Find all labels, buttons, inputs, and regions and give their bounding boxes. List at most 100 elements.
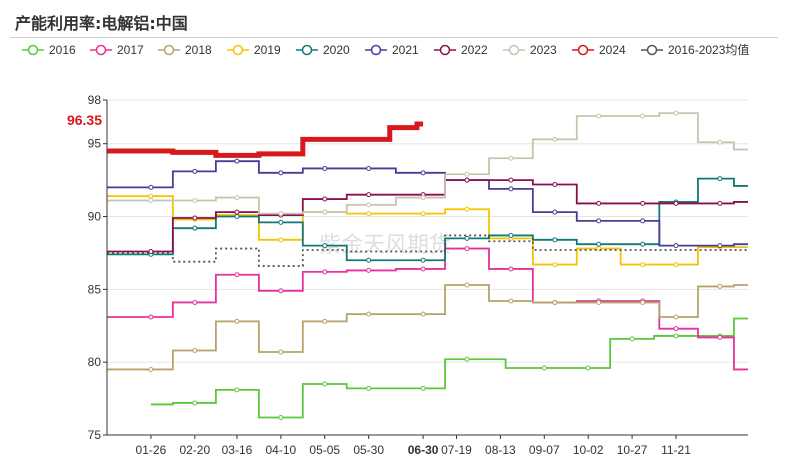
data-point-2018-9 bbox=[508, 298, 514, 304]
legend-marker-2016-2023 bbox=[646, 44, 658, 56]
data-point-2021-14 bbox=[717, 243, 723, 249]
x-tick-label-05-05: 05-05 bbox=[309, 443, 340, 457]
data-point-2023-5 bbox=[322, 209, 328, 215]
legend-label-2016: 2016 bbox=[49, 43, 76, 57]
legend-label-2021: 2021 bbox=[392, 43, 419, 57]
data-point-2021-12 bbox=[640, 218, 646, 224]
data-point-2017-7 bbox=[420, 266, 426, 272]
x-tick-label-10-02: 10-02 bbox=[573, 443, 604, 457]
x-tick-label-07-19: 07-19 bbox=[441, 443, 472, 457]
x-tick-label-11-21: 11-21 bbox=[661, 443, 691, 457]
data-point-2017-13 bbox=[673, 326, 679, 332]
data-point-2018-12 bbox=[640, 299, 646, 305]
data-point-2019-12 bbox=[640, 262, 646, 268]
data-point-2019-10 bbox=[552, 262, 558, 268]
data-point-2018-5 bbox=[322, 318, 328, 324]
legend-marker-2023 bbox=[508, 44, 520, 56]
data-point-2021-10 bbox=[552, 209, 558, 215]
legend-label-2018: 2018 bbox=[185, 43, 212, 57]
legend-marker-2019 bbox=[232, 44, 244, 56]
data-point-2023-2 bbox=[192, 198, 198, 203]
series-line-2018 bbox=[107, 284, 748, 371]
data-point-2023-8 bbox=[464, 171, 470, 177]
data-point-2022-13 bbox=[673, 200, 679, 206]
last-value-box bbox=[56, 110, 104, 130]
x-tick-label-09-07: 09-07 bbox=[529, 443, 560, 457]
data-point-2023-11 bbox=[596, 113, 602, 119]
x-tick-label-10-27: 10-27 bbox=[617, 443, 648, 457]
series-line-2024 bbox=[107, 121, 424, 158]
last-value-callout: 96.35 bbox=[56, 110, 104, 130]
data-point-2018-3 bbox=[234, 318, 240, 324]
data-point-2020-10 bbox=[552, 237, 558, 243]
data-point-2017-14 bbox=[717, 334, 723, 340]
series-line-2023 bbox=[107, 112, 748, 215]
data-point-2020-6 bbox=[366, 257, 372, 263]
legend-marker-2022 bbox=[439, 44, 451, 56]
y-tick-label-85: 85 bbox=[88, 282, 102, 296]
data-point-2023-3 bbox=[234, 195, 240, 201]
data-point-2023-1 bbox=[148, 198, 154, 203]
data-point-2022-14 bbox=[717, 200, 723, 206]
legend-label-2016-2023: 2016-2023均值 bbox=[668, 42, 749, 57]
data-point-2018-8 bbox=[464, 282, 470, 288]
data-point-2016-2 bbox=[234, 387, 240, 393]
legend-label-2017: 2017 bbox=[117, 43, 144, 57]
legend-label-2019: 2019 bbox=[254, 43, 281, 57]
data-point-2022-6 bbox=[366, 192, 372, 198]
data-point-2017-2 bbox=[192, 299, 198, 305]
legend-marker-2016 bbox=[27, 44, 39, 56]
title-divider bbox=[10, 37, 778, 38]
data-point-2018-4 bbox=[278, 349, 284, 355]
data-point-2020-14 bbox=[717, 176, 723, 182]
grid-lines bbox=[107, 99, 748, 363]
data-point-2017-8 bbox=[464, 246, 470, 252]
data-point-2020-11 bbox=[596, 241, 602, 247]
x-tick-label-06-30: 06-30 bbox=[408, 443, 439, 457]
y-tick-label-80: 80 bbox=[88, 355, 102, 369]
data-point-2022-11 bbox=[596, 200, 602, 206]
data-point-2016-5 bbox=[366, 385, 372, 391]
data-point-2016-3 bbox=[278, 415, 284, 421]
legend-marker-2021 bbox=[370, 44, 382, 56]
axes bbox=[106, 100, 748, 436]
data-point-2016-9 bbox=[585, 365, 591, 371]
x-tick-label-08-13: 08-13 bbox=[485, 443, 516, 457]
data-point-2016-10 bbox=[629, 336, 635, 342]
data-point-2021-1 bbox=[148, 184, 154, 190]
data-point-2017-1 bbox=[148, 314, 154, 320]
data-point-2017-3 bbox=[234, 272, 240, 278]
legend-label-2020: 2020 bbox=[323, 43, 350, 57]
data-point-2020-3 bbox=[234, 214, 240, 220]
data-point-2020-12 bbox=[640, 241, 646, 247]
data-point-2016-6 bbox=[420, 385, 426, 391]
data-point-2022-10 bbox=[552, 181, 558, 187]
series-line-2016-2023 bbox=[107, 234, 748, 267]
data-point-2018-14 bbox=[717, 283, 723, 289]
data-point-2021-11 bbox=[596, 218, 602, 224]
data-point-2018-7 bbox=[420, 311, 426, 317]
data-point-2019-7 bbox=[420, 211, 426, 217]
data-point-2023-13 bbox=[673, 110, 679, 116]
data-point-2016-1 bbox=[192, 400, 198, 406]
data-point-2020-7 bbox=[420, 257, 426, 263]
y-axis-ticks: 75 80 85 90 95 98 bbox=[88, 93, 107, 442]
data-point-2020-2 bbox=[192, 225, 198, 231]
data-point-2023-9 bbox=[508, 155, 514, 161]
data-point-2021-7 bbox=[420, 170, 426, 176]
data-point-2019-13 bbox=[673, 262, 679, 268]
data-point-2017-5 bbox=[322, 269, 328, 275]
legend-marker-2017 bbox=[95, 44, 107, 56]
data-point-2020-5 bbox=[322, 243, 328, 249]
x-tick-label-03-16: 03-16 bbox=[222, 443, 253, 457]
data-point-2023-4 bbox=[278, 211, 284, 217]
data-point-2019-8 bbox=[464, 206, 470, 212]
legend: 2016 2017 2018 2019 2020 2021 2022 2023 2024 2016… bbox=[22, 42, 749, 57]
x-tick-label-04-10: 04-10 bbox=[266, 443, 297, 457]
legend-marker-2024 bbox=[577, 44, 589, 56]
data-point-2023-6 bbox=[366, 202, 372, 208]
x-tick-label-05-30: 05-30 bbox=[353, 443, 384, 457]
data-point-2018-1 bbox=[148, 366, 154, 372]
data-point-2019-4 bbox=[278, 237, 284, 243]
